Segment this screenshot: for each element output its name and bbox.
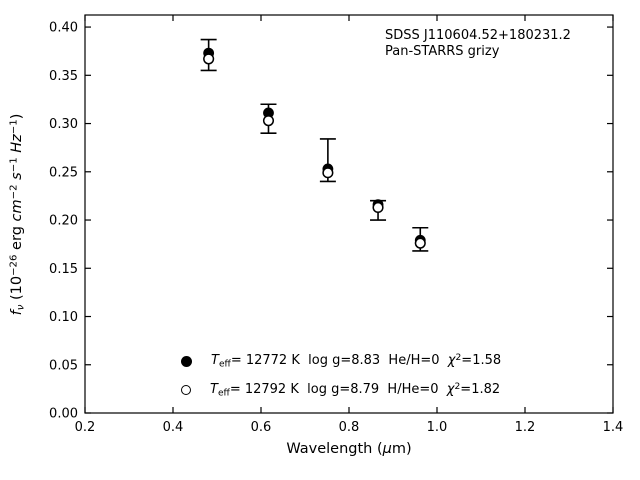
y-tick-label: 0.30 xyxy=(49,117,78,132)
x-tick-label: 1.0 xyxy=(427,420,448,435)
data-point-open xyxy=(372,201,384,214)
legend-label-open: Teff= 12792 K log g=8.79 H/He=0 χ2=1.82 xyxy=(210,382,501,399)
data-point-open xyxy=(414,237,426,249)
legend-entry-open: Teff= 12792 K log g=8.79 H/He=0 χ2=1.82 xyxy=(181,382,500,398)
x-tick-label: 1.2 xyxy=(515,420,536,435)
y-tick-label: 0.10 xyxy=(49,310,78,325)
y-tick-label: 0.35 xyxy=(49,69,78,84)
annotation-survey: Pan-STARRS grizy xyxy=(385,44,500,59)
y-tick-label: 0.15 xyxy=(49,262,78,277)
y-axis-label: fν (10−26 erg cm−2 s−1 Hz−1) xyxy=(8,113,27,316)
x-tick-label: 0.2 xyxy=(75,420,96,435)
x-tick-label: 0.8 xyxy=(339,420,360,435)
data-point-open xyxy=(203,53,215,65)
legend-label-filled: Teff= 12772 K log g=8.83 He/H=0 χ2=1.58 xyxy=(211,353,502,370)
y-tick-label: 0.05 xyxy=(49,358,78,373)
x-tick-label: 1.4 xyxy=(603,420,624,435)
annotation: SDSS J110604.52+180231.2 Pan-STARRS griz… xyxy=(385,28,571,60)
x-axis-label: Wavelength (μm) xyxy=(286,441,412,457)
open-circle-icon xyxy=(181,385,191,396)
y-tick-label: 0.00 xyxy=(49,407,78,422)
filled-circle-icon xyxy=(181,355,192,367)
y-tick-label: 0.25 xyxy=(49,165,78,180)
annotation-object-id: SDSS J110604.52+180231.2 xyxy=(385,28,571,43)
data-point-open xyxy=(262,115,275,127)
legend-entry-filled: Teff= 12772 K log g=8.83 He/H=0 χ2=1.58 xyxy=(181,353,501,369)
y-tick-label: 0.40 xyxy=(49,21,78,36)
y-tick-label: 0.20 xyxy=(49,214,78,229)
data-point-open xyxy=(322,167,334,179)
data-point-filled xyxy=(263,107,274,119)
x-tick-label: 0.4 xyxy=(163,420,184,435)
x-tick-label: 0.6 xyxy=(251,420,272,435)
